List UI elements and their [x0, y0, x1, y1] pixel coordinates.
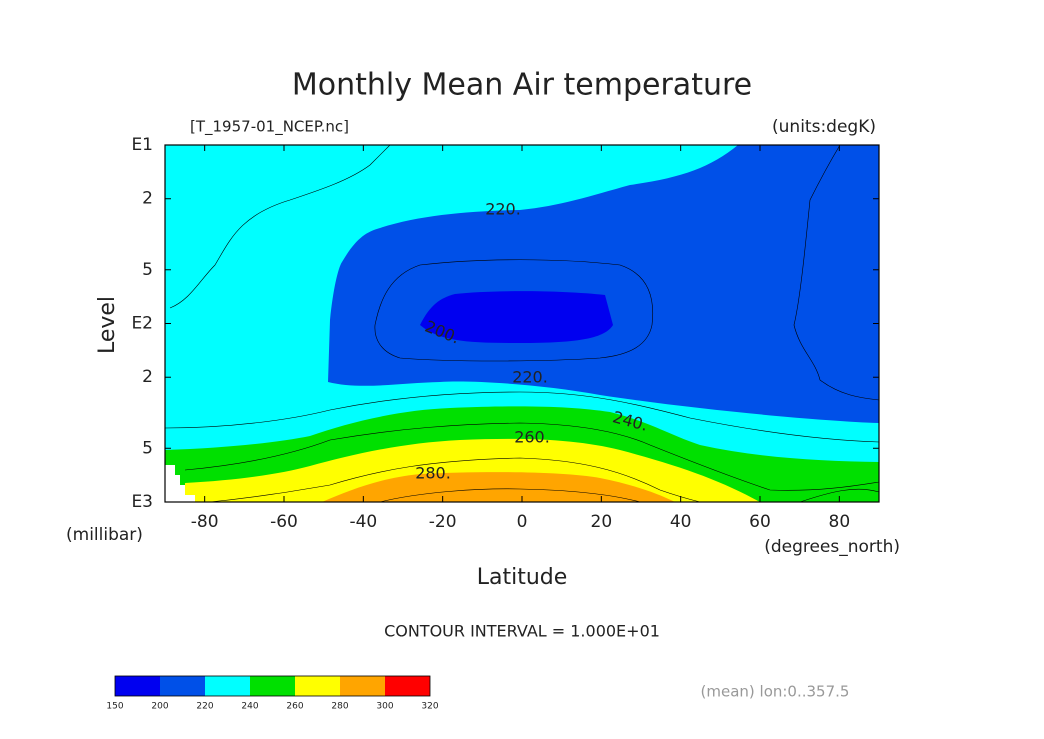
colorbar-label: 150: [106, 702, 123, 712]
x-axis-label: Latitude: [477, 565, 568, 590]
y-tick-label: 2: [142, 367, 153, 387]
colorbar-label: 280: [331, 702, 348, 712]
colorbar-swatch: [205, 676, 250, 696]
region: [322, 472, 675, 502]
missing-data: [165, 465, 195, 502]
colorbar-swatch: [250, 676, 295, 696]
contour-line: [374, 259, 654, 362]
y-tick-label: E1: [131, 135, 153, 155]
x-tick-label: -20: [429, 512, 457, 532]
y-tick-label: 2: [142, 189, 153, 209]
x-tick-label: 0: [517, 512, 528, 532]
contour-label: 260.: [514, 428, 550, 447]
contour-interval: CONTOUR INTERVAL = 1.000E+01: [384, 622, 660, 641]
region: [328, 145, 879, 423]
y-tick-label: E3: [131, 492, 153, 512]
x-tick-label: 40: [670, 512, 692, 532]
colorbar-label: 200: [151, 702, 168, 712]
contour-label: 220.: [512, 368, 548, 387]
x-tick-label: 80: [829, 512, 851, 532]
contour-line: [793, 144, 880, 401]
region: [420, 291, 613, 343]
colorbar-swatch: [385, 676, 430, 696]
y-tick-label: E2: [131, 314, 153, 334]
colorbar-label: 260: [286, 702, 303, 712]
x-tick-label: 60: [749, 512, 771, 532]
x-tick-label: -80: [191, 512, 219, 532]
colorbar-label: 220: [196, 702, 213, 712]
units-label: (units:degK): [772, 117, 876, 137]
contour-label: 280.: [415, 464, 451, 483]
x-tick-label: -40: [349, 512, 377, 532]
x-unit-label: (degrees_north): [764, 537, 900, 557]
colorbar-swatch: [115, 676, 160, 696]
contour-line: [799, 488, 880, 503]
note: (mean) lon:0..357.5: [701, 683, 850, 701]
colorbar-swatch: [295, 676, 340, 696]
plot-area: [164, 144, 880, 503]
colorbar-swatch: [160, 676, 205, 696]
contour-line: [184, 422, 880, 491]
contour-label: 220.: [485, 200, 521, 219]
x-tick-label: -60: [270, 512, 298, 532]
chart-title: Monthly Mean Air temperature: [292, 68, 752, 103]
y-tick-label: 5: [142, 438, 153, 458]
colorbar-frame: [114, 675, 431, 697]
source-label: [T_1957-01_NCEP.nc]: [190, 118, 349, 137]
y-tick-label: 5: [142, 260, 153, 280]
contour-line: [379, 488, 641, 503]
contour-line: [164, 391, 880, 443]
colorbar-swatch: [340, 676, 385, 696]
x-tick-label: 20: [591, 512, 613, 532]
y-axis-label: Level: [95, 296, 120, 354]
colorbar-label: 300: [376, 702, 393, 712]
contour-line: [209, 457, 701, 503]
contour-line: [169, 144, 391, 309]
y-unit-label: (millibar): [66, 525, 143, 545]
colorbar-label: 320: [421, 702, 438, 712]
colorbar-label: 240: [241, 702, 258, 712]
